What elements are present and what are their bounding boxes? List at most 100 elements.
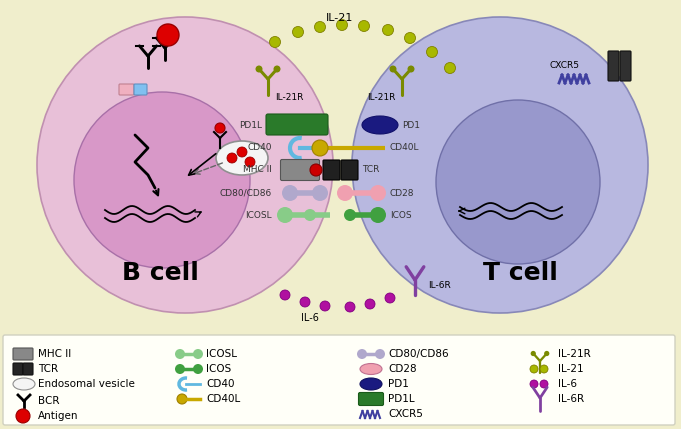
Text: ICOSL: ICOSL: [245, 211, 272, 220]
Circle shape: [383, 24, 394, 36]
Text: Endosomal vesicle: Endosomal vesicle: [38, 379, 135, 389]
FancyBboxPatch shape: [13, 348, 33, 360]
FancyBboxPatch shape: [358, 393, 383, 405]
FancyBboxPatch shape: [608, 51, 619, 81]
Text: CXCR5: CXCR5: [550, 60, 580, 69]
Circle shape: [193, 349, 203, 359]
Circle shape: [274, 66, 281, 73]
Circle shape: [300, 297, 310, 307]
Circle shape: [74, 92, 250, 268]
Text: TCR: TCR: [38, 364, 58, 374]
Circle shape: [370, 207, 386, 223]
FancyBboxPatch shape: [323, 160, 340, 180]
Circle shape: [426, 46, 437, 57]
Text: CD28: CD28: [390, 188, 415, 197]
Text: CXCR5: CXCR5: [388, 409, 423, 419]
Text: Antigen: Antigen: [38, 411, 78, 421]
Ellipse shape: [360, 363, 382, 375]
Circle shape: [540, 380, 548, 388]
Text: PD1L: PD1L: [239, 121, 262, 130]
Circle shape: [530, 351, 536, 356]
Circle shape: [530, 365, 538, 373]
FancyBboxPatch shape: [620, 51, 631, 81]
Text: CD40: CD40: [206, 379, 234, 389]
Circle shape: [237, 147, 247, 157]
Circle shape: [540, 365, 548, 373]
FancyBboxPatch shape: [266, 114, 328, 135]
FancyBboxPatch shape: [341, 160, 358, 180]
Circle shape: [352, 17, 648, 313]
Circle shape: [337, 185, 353, 201]
Circle shape: [157, 24, 179, 46]
Text: IL-21R: IL-21R: [558, 349, 590, 359]
Text: T cell: T cell: [483, 261, 558, 285]
Circle shape: [16, 409, 30, 423]
Text: BCR: BCR: [38, 396, 59, 406]
Text: IL-6: IL-6: [301, 313, 319, 323]
Text: TCR: TCR: [362, 166, 379, 175]
Text: CD40: CD40: [247, 143, 272, 152]
Text: IL-21: IL-21: [558, 364, 584, 374]
Circle shape: [390, 66, 396, 73]
FancyBboxPatch shape: [134, 84, 147, 95]
Circle shape: [245, 157, 255, 167]
Ellipse shape: [216, 141, 268, 175]
Circle shape: [315, 21, 326, 33]
Circle shape: [312, 140, 328, 156]
Circle shape: [177, 394, 187, 404]
Circle shape: [405, 33, 415, 43]
Text: CD80/CD86: CD80/CD86: [220, 188, 272, 197]
Circle shape: [304, 209, 316, 221]
Text: PD1: PD1: [388, 379, 409, 389]
FancyBboxPatch shape: [119, 84, 134, 95]
Text: IL-21: IL-21: [326, 13, 353, 23]
Text: IL-21R: IL-21R: [366, 94, 395, 103]
Text: MHC II: MHC II: [38, 349, 72, 359]
FancyBboxPatch shape: [23, 363, 33, 375]
Text: CD80/CD86: CD80/CD86: [388, 349, 449, 359]
Circle shape: [375, 349, 385, 359]
Circle shape: [357, 349, 367, 359]
Text: PD1: PD1: [402, 121, 420, 130]
Text: PD1L: PD1L: [388, 394, 415, 404]
Circle shape: [336, 19, 347, 30]
Circle shape: [37, 17, 333, 313]
Circle shape: [358, 21, 370, 31]
FancyBboxPatch shape: [13, 363, 23, 375]
Circle shape: [270, 36, 281, 48]
Circle shape: [436, 100, 600, 264]
Circle shape: [310, 164, 322, 176]
FancyBboxPatch shape: [3, 335, 675, 425]
Circle shape: [277, 207, 293, 223]
Text: ICOS: ICOS: [206, 364, 232, 374]
Circle shape: [215, 123, 225, 133]
Circle shape: [282, 185, 298, 201]
Circle shape: [344, 209, 356, 221]
Circle shape: [280, 290, 290, 300]
Text: ICOS: ICOS: [390, 211, 411, 220]
Circle shape: [385, 293, 395, 303]
Ellipse shape: [362, 116, 398, 134]
Circle shape: [175, 364, 185, 374]
Circle shape: [365, 299, 375, 309]
Circle shape: [293, 27, 304, 37]
Text: CD40L: CD40L: [206, 394, 240, 404]
FancyBboxPatch shape: [281, 160, 319, 181]
Circle shape: [175, 349, 185, 359]
Text: IL-21R: IL-21R: [275, 94, 303, 103]
Text: CD28: CD28: [388, 364, 417, 374]
Ellipse shape: [360, 378, 382, 390]
Circle shape: [345, 302, 355, 312]
Circle shape: [530, 380, 538, 388]
Text: B cell: B cell: [122, 261, 198, 285]
Circle shape: [227, 153, 237, 163]
Circle shape: [445, 63, 456, 73]
Text: ICOSL: ICOSL: [206, 349, 237, 359]
Circle shape: [312, 185, 328, 201]
Text: IL-6R: IL-6R: [558, 394, 584, 404]
Circle shape: [255, 66, 262, 73]
Text: IL-6: IL-6: [558, 379, 577, 389]
Circle shape: [370, 185, 386, 201]
Circle shape: [320, 301, 330, 311]
Circle shape: [407, 66, 415, 73]
